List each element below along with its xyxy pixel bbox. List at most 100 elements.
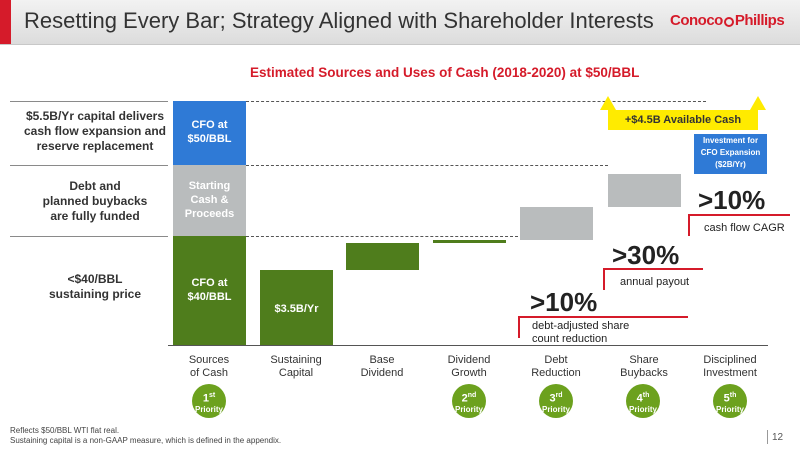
priority-number: 2nd xyxy=(452,390,486,405)
category-label-line: Sustaining xyxy=(270,354,322,366)
category-label: Dividend Growth xyxy=(429,354,509,380)
priority-num: 5 xyxy=(723,392,730,405)
bar-label-line: $40/BBL xyxy=(187,291,232,303)
available-cash-banner: +$4.5B Available Cash xyxy=(608,110,758,130)
side-label-line: reserve replacement xyxy=(36,139,154,153)
category-label-line: Dividend xyxy=(360,367,404,379)
category-label-line: Disciplined xyxy=(703,354,757,366)
category-label: Sources of Cash xyxy=(169,354,249,380)
bar-label: $3.5B/Yr xyxy=(274,303,319,315)
company-logo: Conoco Phillips xyxy=(670,12,785,29)
category-label: Debt Reduction xyxy=(516,354,596,380)
category-label-line: Dividend xyxy=(447,354,491,366)
dashed-reference-line xyxy=(246,101,706,102)
priority-badge-2: 2nd Priority xyxy=(452,384,486,418)
side-label-line: planned buybacks xyxy=(42,194,148,208)
priority-number: 4th xyxy=(626,390,660,405)
priority-label: Priority xyxy=(541,404,570,414)
callout-payout-value: >30% xyxy=(612,240,680,270)
bar-cfo-50: CFO at $50/BBL xyxy=(173,101,246,165)
priority-num: 3 xyxy=(549,392,556,405)
bar-label: CFO at $40/BBL xyxy=(173,276,246,304)
priority-label: Priority xyxy=(715,404,744,414)
logo-mark-icon xyxy=(723,17,734,27)
category-label-line: Sources xyxy=(188,354,230,366)
bar-label-line: Investment for xyxy=(702,136,759,145)
separator-line xyxy=(10,165,168,166)
separator-line xyxy=(10,236,168,237)
bar-label-line: CFO at xyxy=(191,277,228,289)
title-bar: Resetting Every Bar; Strategy Aligned wi… xyxy=(0,0,800,45)
x-axis-line xyxy=(168,345,768,346)
callout-cagr-text: cash flow CAGR xyxy=(704,222,785,234)
bar-sustaining-capital: $3.5B/Yr xyxy=(260,270,333,345)
priority-number: 1st xyxy=(192,390,226,405)
available-cash-arrow-left xyxy=(600,96,616,110)
bar-label-line: $50/BBL xyxy=(187,133,232,145)
priority-number: 5th xyxy=(713,390,747,405)
callout-tick xyxy=(688,214,690,236)
bar-label-line: CFO at xyxy=(191,119,228,131)
priority-num: 4 xyxy=(636,392,643,405)
priority-label: Priority xyxy=(194,404,223,414)
callout-tick xyxy=(518,316,520,338)
category-label-line: Investment xyxy=(703,367,757,379)
bar-label-line: ($2B/Yr) xyxy=(715,160,746,169)
priority-num: 2 xyxy=(461,392,468,405)
category-label: Sustaining Capital xyxy=(256,354,336,380)
separator-line xyxy=(10,101,168,102)
footnote: Sustaining capital is a non-GAAP measure… xyxy=(10,436,282,445)
bar-label: CFO at $50/BBL xyxy=(173,118,246,146)
priority-suffix: th xyxy=(642,392,650,399)
page-number: 12 xyxy=(772,432,784,443)
priority-suffix: rd xyxy=(555,392,563,399)
category-label-line: Reduction xyxy=(531,367,581,379)
bar-label-line: Proceeds xyxy=(184,208,235,220)
category-label-line: Share xyxy=(629,354,659,366)
bar-share-buybacks xyxy=(608,174,681,207)
bar-debt-reduction xyxy=(520,207,593,240)
category-label: Base Dividend xyxy=(342,354,422,380)
page-title: Resetting Every Bar; Strategy Aligned wi… xyxy=(24,8,654,33)
bar-disciplined-investment: Investment for CFO Expansion ($2B/Yr) xyxy=(694,134,767,174)
category-label-line: Growth xyxy=(451,367,487,379)
priority-number: 3rd xyxy=(539,390,573,405)
priority-label: Priority xyxy=(628,404,657,414)
priority-badge-5: 5th Priority xyxy=(713,384,747,418)
category-label: Disciplined Investment xyxy=(690,354,770,380)
bar-label-line: CFO Expansion xyxy=(700,148,761,157)
category-label-line: Capital xyxy=(278,367,314,379)
priority-badge-1: 1st Priority xyxy=(192,384,226,418)
callout-underline xyxy=(518,316,688,318)
callout-underline xyxy=(603,268,703,270)
callout-share-line: debt-adjusted share xyxy=(532,320,630,332)
callout-share-value: >10% xyxy=(530,287,598,317)
category-label-line: of Cash xyxy=(190,367,228,379)
side-label-debt: Debt and planned buybacks are fully fund… xyxy=(20,179,170,224)
priority-badge-3: 3rd Priority xyxy=(539,384,573,418)
chart-title: Estimated Sources and Uses of Cash (2018… xyxy=(250,65,640,80)
priority-label: Priority xyxy=(454,404,483,414)
priority-suffix: th xyxy=(729,392,737,399)
bar-label-line: Cash & xyxy=(190,194,229,206)
side-label-line: <$40/BBL xyxy=(67,272,123,286)
side-label-line: are fully funded xyxy=(50,209,140,223)
side-label-line: cash flow expansion and xyxy=(23,124,167,138)
bar-label: Investment for CFO Expansion ($2B/Yr) xyxy=(694,135,767,171)
side-label-capital: $5.5B/Yr capital delivers cash flow expa… xyxy=(20,109,170,154)
side-label-line: Debt and xyxy=(69,179,121,193)
side-label-sustaining: <$40/BBL sustaining price xyxy=(20,272,170,302)
callout-cagr-value: >10% xyxy=(698,185,766,215)
bar-dividend-growth xyxy=(433,240,506,243)
priority-num: 1 xyxy=(202,392,209,405)
callout-share-line: count reduction xyxy=(532,333,608,345)
callout-share-text: debt-adjusted share count reduction xyxy=(532,320,629,346)
category-label: Share Buybacks xyxy=(604,354,684,380)
bar-label: Starting Cash & Proceeds xyxy=(173,179,246,221)
available-cash-arrow-right xyxy=(750,96,766,110)
dashed-reference-line xyxy=(246,165,608,166)
logo-text-b: Phillips xyxy=(734,12,785,29)
priority-suffix: nd xyxy=(467,392,477,399)
footnote: Reflects $50/BBL WTI flat real. xyxy=(10,426,120,435)
callout-underline xyxy=(688,214,790,216)
